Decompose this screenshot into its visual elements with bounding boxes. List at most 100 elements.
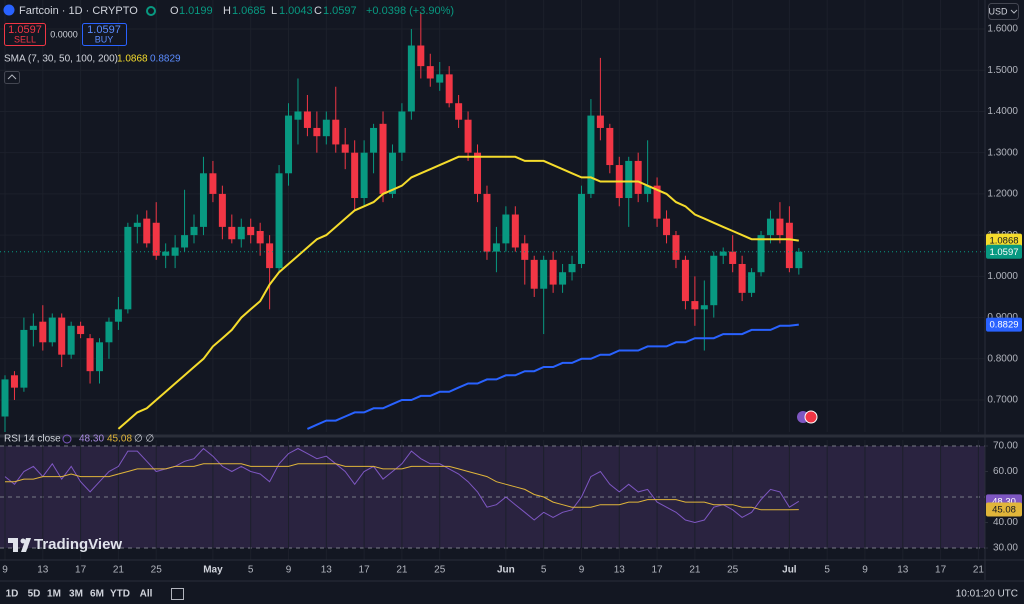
candle-body xyxy=(143,218,151,244)
x-tick-label: 13 xyxy=(321,565,333,576)
collapse-button[interactable] xyxy=(4,71,20,84)
candle-body xyxy=(568,263,576,273)
candle-body xyxy=(162,251,170,256)
candle-body xyxy=(351,152,359,199)
symbol[interactable]: Fartcoin · 1D · CRYPTO xyxy=(19,5,138,17)
x-tick-label: May xyxy=(203,565,223,576)
buy-label[interactable]: BUY xyxy=(95,34,114,44)
candle-body xyxy=(417,45,425,67)
rsi-title[interactable]: RSI 14 close xyxy=(4,434,61,445)
candle-body xyxy=(776,218,784,236)
candle-body xyxy=(77,325,85,335)
range-button[interactable]: 6M xyxy=(90,589,104,600)
candle-body xyxy=(719,251,727,256)
candle-body xyxy=(341,144,349,153)
price-label xyxy=(986,502,1022,517)
ohlc-value: 1.0597 xyxy=(323,5,357,17)
range-button[interactable]: YTD xyxy=(110,589,130,600)
candle-body xyxy=(322,119,330,137)
rsi-line xyxy=(5,463,799,511)
grid xyxy=(0,0,985,560)
candle-body xyxy=(757,235,765,273)
moving-average xyxy=(117,155,799,430)
candle-body xyxy=(370,127,378,153)
candle-body xyxy=(152,222,160,256)
price-label-text: 0.8829 xyxy=(989,320,1018,331)
candle-body xyxy=(606,127,614,166)
candle-body xyxy=(1,379,9,417)
y-tick-label: 30.00 xyxy=(993,543,1018,554)
candle-body xyxy=(748,272,756,293)
candle-body xyxy=(474,152,482,194)
logo xyxy=(8,538,31,552)
x-tick-label: 9 xyxy=(579,565,585,576)
candle-body xyxy=(577,193,585,264)
x-tick-label: Jul xyxy=(782,565,797,576)
buy-button[interactable] xyxy=(82,23,127,46)
event-marker xyxy=(797,410,818,424)
candle-body xyxy=(729,251,737,264)
brand: TradingView xyxy=(34,536,122,553)
candle-body xyxy=(86,338,94,372)
x-tick-label: 17 xyxy=(75,565,87,576)
logo-dot xyxy=(20,538,26,544)
candle-body xyxy=(672,235,680,260)
x-tick-label: 25 xyxy=(727,565,739,576)
x-tick-label: 21 xyxy=(396,565,408,576)
x-tick-label: Jun xyxy=(497,565,515,576)
candle-body xyxy=(596,115,604,128)
range-button[interactable]: 1D xyxy=(6,589,19,600)
price-label-text: 1.0597 xyxy=(989,247,1018,258)
indicator-name[interactable]: SMA (7, 30, 50, 100, 200) xyxy=(4,54,118,65)
candle-body xyxy=(39,321,47,343)
market-status xyxy=(146,6,156,16)
calendar[interactable] xyxy=(171,588,184,600)
range-button[interactable]: 5D xyxy=(28,589,41,600)
y-tick-label: 70.00 xyxy=(993,441,1018,452)
sell-price[interactable]: 1.0597 xyxy=(8,24,42,36)
candle-body xyxy=(492,243,500,252)
candle-body xyxy=(464,119,472,153)
buy-price[interactable]: 1.0597 xyxy=(87,24,121,36)
x-tick-label: 25 xyxy=(434,565,446,576)
candle-body xyxy=(379,123,387,194)
candle-body xyxy=(124,226,132,310)
calendar-icon[interactable] xyxy=(171,588,184,600)
symbol-icon xyxy=(3,4,15,16)
y-tick-label: 1.2000 xyxy=(987,189,1018,200)
y-tick-label: 1.6000 xyxy=(987,24,1018,35)
candle-body xyxy=(228,226,236,240)
indicator-value: 0.8829 xyxy=(150,54,181,65)
y-tick-label: 60.00 xyxy=(993,466,1018,477)
ohlc-value: 1.0199 xyxy=(179,5,213,17)
y-tick-label: 0.8000 xyxy=(987,353,1018,364)
range-button[interactable]: 1M xyxy=(47,589,61,600)
candle-body xyxy=(766,218,774,236)
currency[interactable]: USD xyxy=(988,6,1008,16)
candle-body xyxy=(681,259,689,302)
candle-body xyxy=(388,152,396,194)
candle-body xyxy=(275,173,283,269)
rsi-band xyxy=(0,445,985,549)
candle-body xyxy=(691,301,699,310)
x-tick-label: 25 xyxy=(151,565,163,576)
clock: 10:01:20 UTC xyxy=(956,589,1018,600)
range-button[interactable]: All xyxy=(140,589,153,600)
y-tick-label: 1.3000 xyxy=(987,147,1018,158)
sell-button[interactable] xyxy=(4,23,46,46)
range-button[interactable]: 3M xyxy=(69,589,83,600)
spread: 0.0000 xyxy=(50,29,78,39)
candle-body xyxy=(644,185,652,194)
x-tick-label: 13 xyxy=(37,565,49,576)
marker xyxy=(804,410,818,424)
sell-label[interactable]: SELL xyxy=(14,34,36,44)
candle-body xyxy=(710,255,718,306)
indicator-value: 1.0868 xyxy=(117,54,148,65)
currency-button[interactable] xyxy=(988,3,1019,20)
candle-body xyxy=(67,325,75,355)
candle-body xyxy=(266,243,274,269)
candle-body xyxy=(294,111,302,120)
rsi-value: 48.30 xyxy=(79,434,104,445)
candle-body xyxy=(114,309,122,322)
candle-body xyxy=(530,259,538,289)
